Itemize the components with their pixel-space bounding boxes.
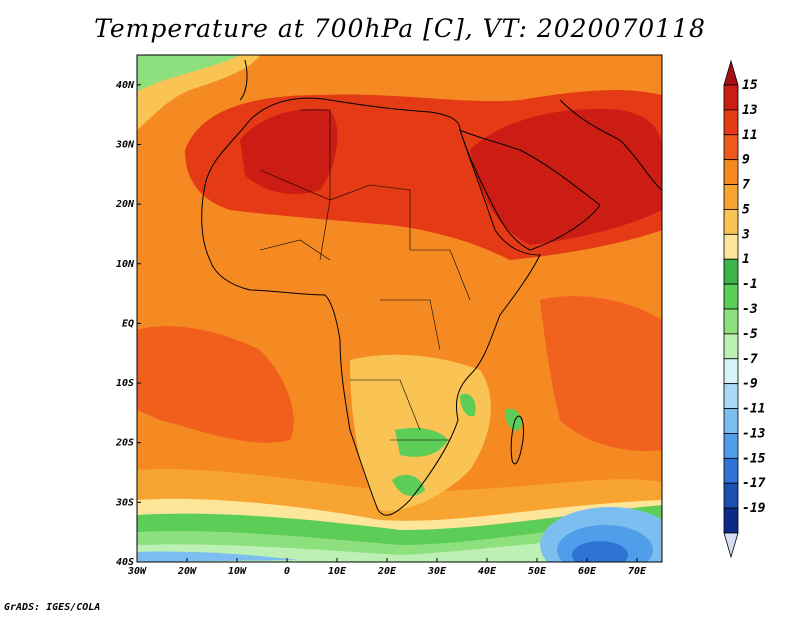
coastline-arabia [459, 129, 601, 251]
lon-tick-label: 0 [284, 566, 290, 577]
colorbar-label: -3 [742, 302, 758, 317]
lon-tick-label: 70E [628, 566, 647, 577]
colorbar-swatch [723, 433, 739, 459]
colorbar: 15 13 11 9 7 5 3 1 -1 -3 -5 -7 -9 -11 -13 -15 -17 -19 [723, 59, 766, 559]
colorbar-swatch [723, 134, 739, 161]
colorbar-swatch [723, 283, 739, 310]
field-green-patch-1 [395, 428, 448, 457]
temperature-field [137, 55, 662, 562]
colorbar-swatch [723, 457, 739, 484]
lon-tick-label: 50E [528, 566, 547, 577]
colorbar-swatch [723, 482, 739, 509]
colorbar-label: -7 [742, 352, 758, 367]
colorbar-swatch [723, 209, 739, 235]
lat-tick-label: 40N [116, 80, 135, 91]
colorbar-label: 1 [742, 252, 750, 267]
field-orange-patch-west [137, 326, 294, 443]
colorbar-label: 7 [742, 178, 750, 193]
lat-tick-label: 30N [115, 139, 135, 150]
colorbar-label: 3 [741, 227, 750, 242]
field-hot-core-arabia [470, 109, 662, 246]
colorbar-label: -5 [742, 327, 758, 342]
field-orange-patch-east [540, 296, 662, 451]
lat-tick-label: 20N [115, 199, 135, 210]
lon-tick-label: 40E [478, 566, 497, 577]
colorbar-swatch [723, 109, 739, 136]
colorbar-label: -15 [742, 451, 766, 466]
colorbar-label: 11 [742, 128, 758, 143]
colorbar-swatch [723, 258, 739, 285]
colorbar-bottom-arrow [723, 532, 739, 559]
latitude-axis: 40N 30N 20N 10N EQ 10S 20S 30S 40S [115, 80, 141, 568]
colorbar-label: 15 [742, 78, 758, 93]
colorbar-label: -13 [742, 426, 766, 441]
lat-tick-label: 30S [115, 497, 134, 508]
lon-tick-label: 10E [328, 566, 347, 577]
colorbar-swatch [723, 308, 739, 335]
colorbar-top-arrow [723, 59, 739, 86]
colorbar-swatch [723, 358, 739, 385]
field-band-m3 [137, 535, 662, 562]
credit-text: GrADS: IGES/COLA [4, 602, 101, 613]
field-band-m7-west [137, 551, 300, 562]
country-borders [259, 109, 471, 441]
lat-tick-label: 20S [115, 438, 134, 449]
colorbar-label: -17 [742, 476, 766, 491]
lat-tick-label: 40S [116, 557, 134, 568]
coastlines [201, 59, 662, 516]
colorbar-swatch [723, 408, 739, 434]
lon-tick-label: 20W [177, 566, 197, 577]
coastline-africa [201, 97, 541, 516]
lon-tick-label: 30W [127, 566, 147, 577]
lat-tick-label: EQ [122, 318, 134, 329]
colorbar-label: -11 [742, 402, 765, 417]
longitude-axis: 30W 20W 10W 0 10E 20E 30E 40E 50E 60E 70E [127, 558, 647, 577]
colorbar-swatch [723, 507, 739, 534]
colorbar-swatch [723, 333, 739, 360]
colorbar-label: -1 [742, 277, 758, 292]
field-hot-core-sahara [240, 108, 338, 195]
colorbar-swatch [723, 159, 739, 185]
colorbar-label: 9 [742, 153, 750, 168]
colorbar-swatch [723, 184, 739, 210]
colorbar-swatch [723, 233, 739, 260]
lat-tick-label: 10S [116, 378, 134, 389]
field-green-patch-2 [460, 393, 476, 417]
coastline-iberia [239, 59, 248, 101]
lon-tick-label: 10W [228, 566, 247, 577]
coastline-madagascar [510, 415, 524, 465]
field-cold-blob-core [572, 541, 628, 562]
colorbar-swatch [723, 84, 739, 111]
map-frame [136, 54, 663, 563]
lon-tick-label: 20E [377, 566, 397, 577]
map-title: Temperature at 700hPa [C], VT: 202007011… [94, 14, 706, 43]
colorbar-swatch [723, 383, 739, 409]
coastline-persia [559, 99, 662, 191]
lon-tick-label: 60E [578, 566, 597, 577]
colorbar-label: -9 [742, 377, 758, 392]
colorbar-label: 13 [742, 103, 758, 118]
field-nw-green [137, 55, 240, 92]
lon-tick-label: 30E [427, 566, 447, 577]
lat-tick-label: 10N [116, 259, 135, 270]
colorbar-label: -19 [742, 501, 766, 516]
colorbar-label: 5 [742, 202, 750, 217]
field-green-patch-4 [505, 408, 522, 431]
